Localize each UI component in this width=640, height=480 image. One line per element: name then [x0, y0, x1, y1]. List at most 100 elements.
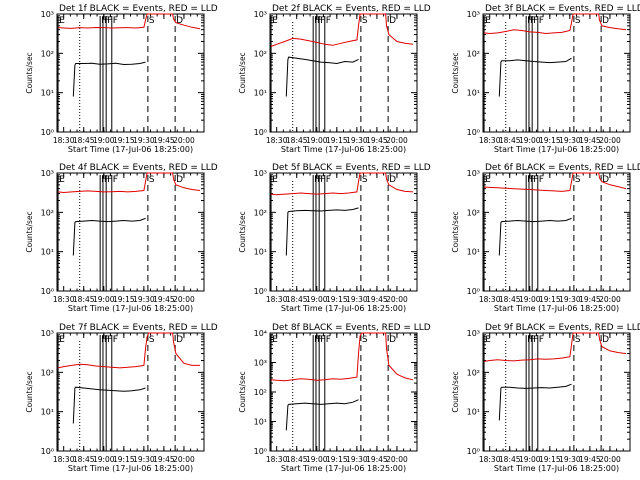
- y-tick-label: 10¹: [467, 248, 480, 257]
- y-tick-label: 10¹: [467, 89, 480, 98]
- detector-panel: Det 1f BLACK = Events, RED = LLD 10⁰ 10¹ 10…: [25, 4, 218, 154]
- x-tick-label: 18:45: [286, 455, 308, 464]
- x-tick-label: 19:00: [306, 455, 328, 464]
- panel-title: Det 1f BLACK = Events, RED = LLD: [59, 4, 218, 14]
- y-axis-label: Counts/sec: [25, 371, 34, 412]
- series-line-lld: [271, 172, 414, 196]
- marker-letter-S: S: [149, 175, 155, 185]
- x-tick-label: 19:45: [366, 295, 388, 304]
- y-tick-label: 10¹: [41, 248, 54, 257]
- x-tick-label: 19:30: [559, 455, 581, 464]
- series-line-lld: [58, 13, 201, 30]
- detector-panel: Det 2f BLACK = Events, RED = LLD 10⁰ 10¹ 10…: [238, 4, 431, 154]
- x-tick-label: 19:30: [346, 136, 368, 145]
- y-tick-label: 10⁰: [254, 287, 267, 296]
- series-line-events: [285, 399, 359, 431]
- x-tick-label: 18:45: [286, 136, 308, 145]
- x-tick-label: 20:00: [599, 295, 621, 304]
- y-axis-label: Counts/sec: [451, 211, 460, 252]
- marker-letter-S: S: [149, 335, 155, 345]
- marker-letter-F: F: [101, 16, 106, 26]
- marker-letter-F: F: [113, 175, 118, 185]
- x-tick-label: 18:30: [53, 295, 75, 304]
- x-tick-label: 19:15: [539, 295, 561, 304]
- series-line-events: [498, 383, 572, 421]
- x-tick-label: 20:00: [599, 136, 621, 145]
- y-tick-label: 10⁰: [41, 447, 54, 456]
- y-tick-label: 10²: [467, 208, 480, 217]
- x-axis-label: Start Time (17-Jul-06 18:25:00): [494, 464, 619, 473]
- y-tick-label: 10²: [41, 49, 54, 58]
- x-axis-label: Start Time (17-Jul-06 18:25:00): [494, 145, 619, 154]
- y-tick-label: 10⁰: [467, 447, 480, 456]
- detector-panel: Det 6f BLACK = Events, RED = LLD 10⁰ 10¹ 10…: [451, 163, 640, 313]
- marker-letter-D: D: [176, 335, 183, 345]
- marker-letter-F: F: [113, 335, 118, 345]
- y-tick-label: 10⁴: [254, 329, 267, 338]
- series-line-events: [72, 61, 146, 97]
- x-tick-label: 20:00: [386, 136, 408, 145]
- panel-title: Det 3f BLACK = Events, RED = LLD: [485, 4, 640, 14]
- marker-letter-F: F: [527, 335, 532, 345]
- marker-letter-S: S: [362, 175, 368, 185]
- x-tick-label: 18:30: [479, 295, 501, 304]
- x-tick-label: 18:45: [73, 136, 95, 145]
- y-axis-label: Counts/sec: [25, 52, 34, 93]
- detector-panel: Det 8f BLACK = Events, RED = LLD 10⁰ 10¹ 10…: [238, 323, 431, 473]
- marker-letter-D: D: [602, 175, 609, 185]
- panel-title: Det 4f BLACK = Events, RED = LLD: [59, 163, 218, 173]
- x-tick-label: 19:15: [113, 455, 135, 464]
- y-axis-label: Counts/sec: [451, 52, 460, 93]
- marker-letter-F: F: [320, 335, 325, 345]
- x-tick-label: 18:45: [499, 455, 521, 464]
- x-tick-label: 18:30: [266, 455, 288, 464]
- plot-frame: [482, 332, 631, 452]
- x-axis-label: Start Time (17-Jul-06 18:25:00): [68, 304, 193, 313]
- marker-letter-S: S: [149, 16, 155, 26]
- marker-letter-F: F: [314, 175, 319, 185]
- y-tick-label: 10¹: [467, 408, 480, 417]
- x-tick-label: 19:45: [366, 136, 388, 145]
- series-line-lld: [484, 332, 627, 362]
- marker-letter-F: F: [107, 16, 112, 26]
- x-tick-label: 19:45: [579, 455, 601, 464]
- x-tick-label: 19:00: [306, 295, 328, 304]
- y-tick-label: 10¹: [254, 89, 267, 98]
- marker-letter-D: D: [389, 175, 396, 185]
- marker-letter-F: F: [107, 335, 112, 345]
- marker-letter-D: D: [389, 16, 396, 26]
- x-tick-label: 18:30: [53, 455, 75, 464]
- x-tick-label: 19:30: [346, 455, 368, 464]
- y-tick-label: 10⁰: [467, 287, 480, 296]
- y-tick-label: 10³: [467, 329, 480, 338]
- x-tick-label: 19:45: [579, 295, 601, 304]
- marker-letter-F: F: [527, 16, 532, 26]
- x-tick-label: 18:45: [286, 295, 308, 304]
- y-tick-label: 10¹: [254, 418, 267, 427]
- y-tick-label: 10²: [467, 368, 480, 377]
- x-tick-label: 19:00: [93, 295, 115, 304]
- y-tick-label: 10³: [254, 169, 267, 178]
- marker-letter-F: F: [101, 335, 106, 345]
- marker-letter-S: S: [575, 175, 581, 185]
- x-tick-label: 18:45: [499, 136, 521, 145]
- x-tick-label: 19:45: [153, 136, 175, 145]
- marker-letter-F: F: [314, 16, 319, 26]
- marker-letter-D: D: [602, 16, 609, 26]
- series-line-lld: [58, 172, 201, 194]
- x-tick-label: 19:30: [133, 455, 155, 464]
- series-line-events: [72, 217, 146, 256]
- x-tick-label: 19:30: [133, 295, 155, 304]
- y-tick-label: 10³: [467, 10, 480, 19]
- marker-letter-F: F: [314, 335, 319, 345]
- x-tick-label: 18:30: [266, 136, 288, 145]
- marker-letter-F: F: [107, 175, 112, 185]
- marker-letter-E: E: [272, 175, 278, 185]
- x-tick-label: 20:00: [173, 295, 195, 304]
- x-tick-label: 18:30: [266, 295, 288, 304]
- y-axis-label: Counts/sec: [238, 211, 247, 252]
- marker-letter-D: D: [602, 335, 609, 345]
- panel-title: Det 8f BLACK = Events, RED = LLD: [272, 323, 431, 333]
- x-tick-label: 19:15: [539, 136, 561, 145]
